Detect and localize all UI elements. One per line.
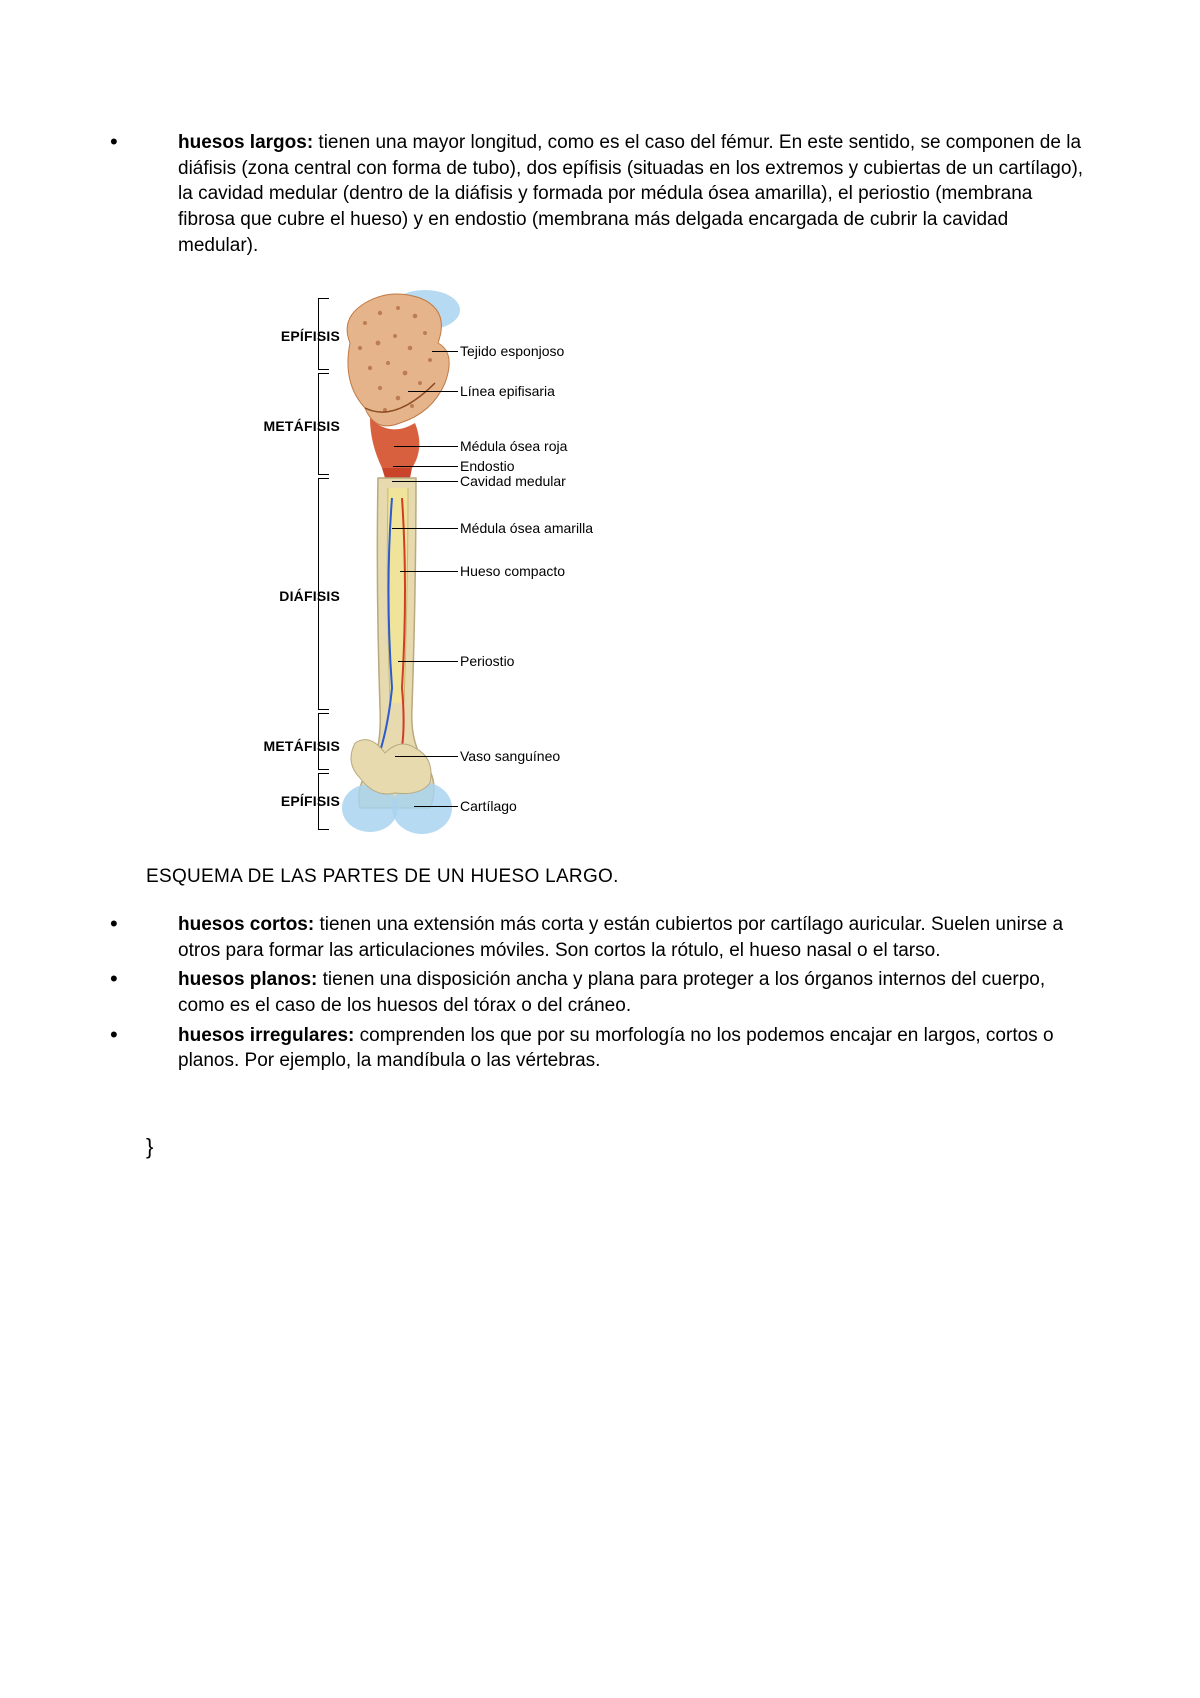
- diagram-label-right: Médula ósea amarilla: [460, 520, 593, 536]
- leader-line: [395, 756, 458, 757]
- leader-line: [398, 661, 458, 662]
- bullet-marker: •: [110, 130, 138, 258]
- diagram-label-left: DIÁFISIS: [279, 588, 340, 604]
- bullet-body: huesos irregulares: comprenden los que p…: [138, 1023, 1090, 1074]
- bullet-item: • huesos irregulares: comprenden los que…: [110, 1023, 1090, 1074]
- bullet-item: • huesos planos: tienen una disposición …: [110, 967, 1090, 1018]
- diagram-label-right: Endostio: [460, 458, 514, 474]
- diagram-caption: ESQUEMA DE LAS PARTES DE UN HUESO LARGO.: [146, 866, 1090, 888]
- bullet-marker: •: [110, 967, 138, 1018]
- diagram-label-left: METÁFISIS: [264, 418, 340, 434]
- diagram-label-right: Periostio: [460, 653, 514, 669]
- bullet-lead: huesos irregulares:: [178, 1025, 354, 1046]
- diagram-label-right: Cartílago: [460, 798, 517, 814]
- diagram-label-right: Línea epifisaria: [460, 383, 555, 399]
- bullet-lead: huesos largos:: [178, 132, 313, 153]
- leader-line: [432, 351, 458, 352]
- bullet-marker: •: [110, 912, 138, 963]
- leader-line: [393, 466, 458, 467]
- diagram-label-right: Cavidad medular: [460, 473, 566, 489]
- bullet-body: huesos planos: tienen una disposición an…: [138, 967, 1090, 1018]
- diagram-label-left: EPÍFISIS: [281, 793, 340, 809]
- bullet-item: • huesos cortos: tienen una extensión má…: [110, 912, 1090, 963]
- bullet-text: tienen una mayor longitud, como es el ca…: [178, 132, 1083, 256]
- leader-line: [394, 446, 458, 447]
- leader-line: [392, 528, 458, 529]
- bullet-item: • huesos largos: tienen una mayor longit…: [110, 130, 1090, 258]
- diagram-label-right: Tejido esponjoso: [460, 343, 564, 359]
- bullet-body: huesos cortos: tienen una extensión más …: [138, 912, 1090, 963]
- bullet-lead: huesos planos:: [178, 969, 317, 990]
- diagram-label-right: Hueso compacto: [460, 563, 565, 579]
- closing-brace: }: [146, 1134, 1090, 1160]
- document-page: • huesos largos: tienen una mayor longit…: [0, 0, 1200, 1260]
- bone-diagram: EPÍFISIS METÁFISIS DIÁFISIS METÁFISIS EP…: [170, 288, 690, 848]
- diagram-label-right: Vaso sanguíneo: [460, 748, 560, 764]
- diagram-label-right: Médula ósea roja: [460, 438, 567, 454]
- leader-line: [408, 391, 458, 392]
- bullet-lead: huesos cortos:: [178, 914, 314, 935]
- leader-line: [414, 806, 458, 807]
- bullet-body: huesos largos: tienen una mayor longitud…: [138, 130, 1090, 258]
- diagram-label-left: EPÍFISIS: [281, 328, 340, 344]
- bullet-marker: •: [110, 1023, 138, 1074]
- leader-line: [400, 571, 458, 572]
- diagram-label-left: METÁFISIS: [264, 738, 340, 754]
- leader-line: [392, 481, 458, 482]
